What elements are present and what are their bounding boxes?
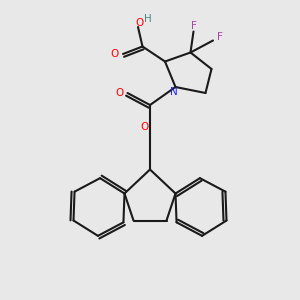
Text: O: O [115, 88, 123, 98]
Text: F: F [217, 32, 223, 43]
Text: F: F [190, 20, 196, 31]
Text: H: H [144, 14, 152, 24]
Text: N: N [170, 87, 178, 98]
Text: O: O [110, 49, 119, 59]
Text: O: O [140, 122, 149, 133]
Text: O: O [135, 17, 144, 28]
